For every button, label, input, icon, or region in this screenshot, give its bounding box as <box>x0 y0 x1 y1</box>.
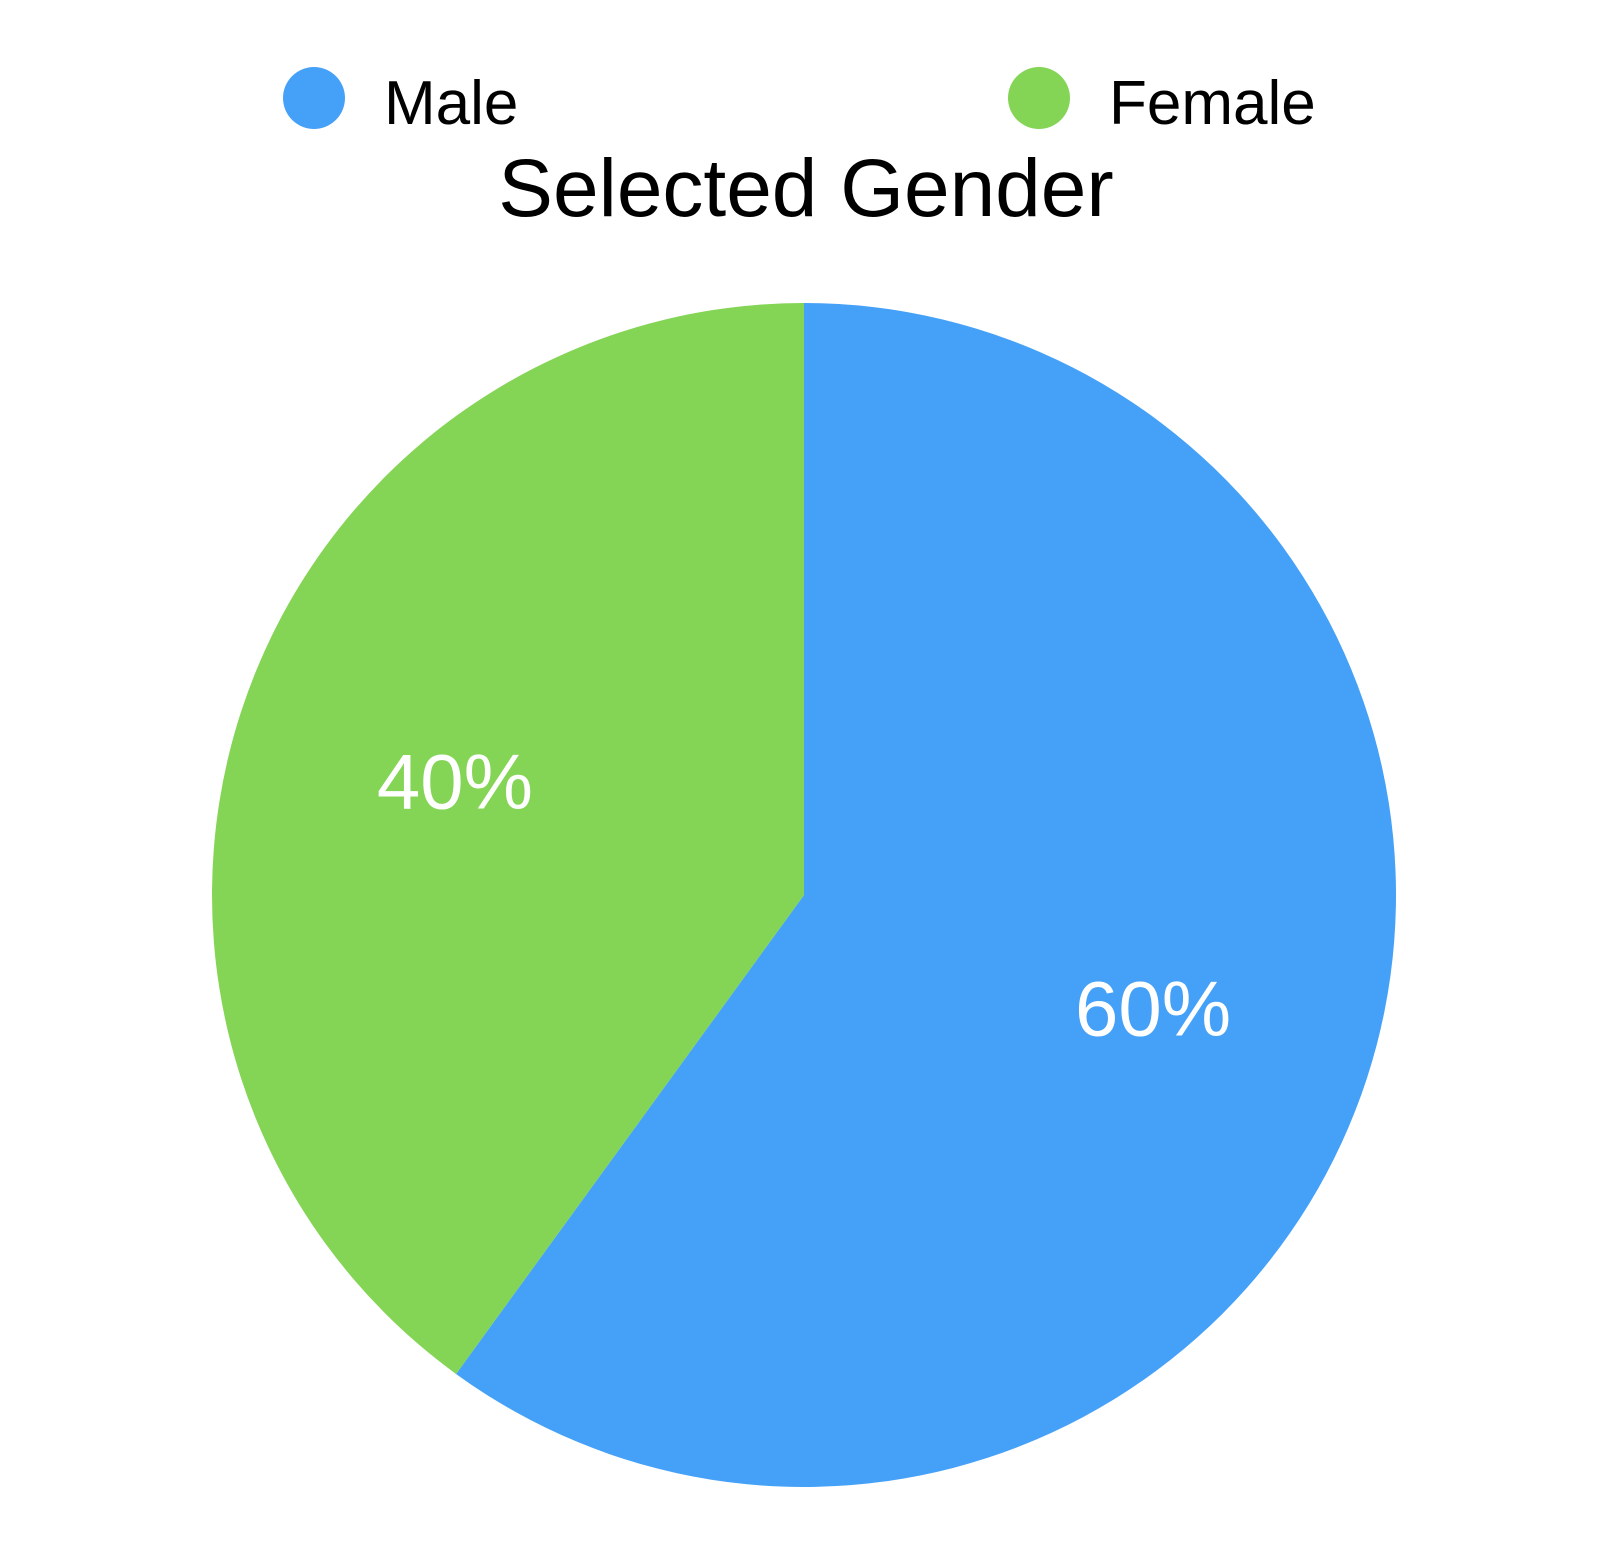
chart-title: Selected Gender <box>498 143 1113 234</box>
legend-swatch-female <box>1008 67 1070 129</box>
pie-slices <box>211 303 1396 1487</box>
legend-swatch-male <box>283 67 345 129</box>
legend-label-male: Male <box>384 69 518 138</box>
legend: Male Female <box>283 67 1316 138</box>
pie-slice-male <box>456 303 1396 1487</box>
slice-label-male: 60% <box>1075 964 1231 1052</box>
pie-slice-labels: 60% 40% <box>377 738 1231 1053</box>
pie-slice-female <box>211 303 804 1374</box>
legend-label-female: Female <box>1109 69 1316 138</box>
slice-label-female: 40% <box>377 738 533 826</box>
